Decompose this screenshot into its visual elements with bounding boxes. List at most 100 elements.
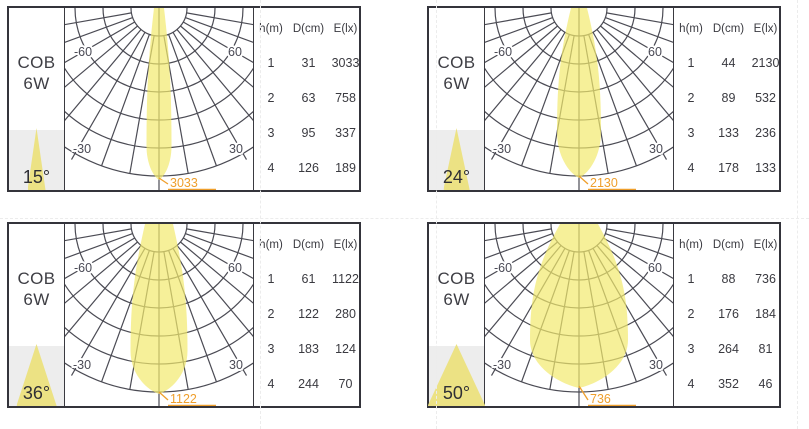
cell-e: 1122 <box>332 272 359 286</box>
svg-text:-60: -60 <box>74 261 92 275</box>
col-header-height: h(m) <box>679 239 703 251</box>
svg-text:60: 60 <box>648 45 662 59</box>
product-cell: COB 6W 50° <box>427 224 486 406</box>
col-header-diameter: D(cm) <box>292 239 325 251</box>
cell-d: 88 <box>721 272 736 286</box>
svg-text:30: 30 <box>649 358 663 372</box>
cell-h: 1 <box>687 56 695 70</box>
product-cell: COB 6W 36° <box>9 224 65 406</box>
cell-h: 2 <box>687 307 695 321</box>
product-name: COB 6W <box>429 268 484 310</box>
cell-d: 133 <box>718 126 739 140</box>
beam-cone-box: 15° <box>9 128 64 190</box>
svg-text:30: 30 <box>649 142 663 156</box>
cell-d: 95 <box>301 126 316 140</box>
product-name: COB 6W <box>9 52 64 94</box>
cell-e: 2130 <box>751 56 780 70</box>
col-header-height: h(m) <box>259 239 283 251</box>
cell-h: 2 <box>267 307 275 321</box>
col-header-lux: E(lx) <box>753 239 778 251</box>
product-line1: COB <box>437 269 476 288</box>
table-row: 1 61 1122 <box>254 272 362 286</box>
product-line2: 6W <box>443 290 470 309</box>
cell-d: 183 <box>298 342 319 356</box>
layout-guide-vertical <box>797 0 798 429</box>
product-cell: COB 6W 24° <box>429 8 485 190</box>
beam-angle-label: 50° <box>442 383 471 403</box>
table-row: 1 44 2130 <box>674 56 782 70</box>
polar-chart-cell: -60 60 -30 30 3033 <box>65 8 254 190</box>
table-row: 4 126 189 <box>254 161 362 175</box>
svg-text:30: 30 <box>229 358 243 372</box>
polar-distribution-chart: -60 60 -30 30 1122 <box>65 224 253 406</box>
product-name: COB 6W <box>429 52 484 94</box>
svg-text:30: 30 <box>229 142 243 156</box>
col-header-lux: E(lx) <box>333 239 358 251</box>
table-row: 2 122 280 <box>254 307 362 321</box>
beam-angle-label: 36° <box>22 383 51 403</box>
col-header-lux: E(lx) <box>333 23 358 35</box>
cell-e: 70 <box>338 377 353 391</box>
polar-chart-cell: -60 60 -30 30 2130 <box>485 8 674 190</box>
cell-e: 3033 <box>331 56 360 70</box>
product-line2: 6W <box>443 74 470 93</box>
table-row: 4 178 133 <box>674 161 782 175</box>
cell-h: 2 <box>687 91 695 105</box>
polar-distribution-chart: -60 60 -30 30 736 <box>485 224 673 406</box>
cell-d: 31 <box>301 56 316 70</box>
cell-h: 4 <box>267 161 275 175</box>
table-row: 3 264 81 <box>674 342 782 356</box>
svg-text:-60: -60 <box>74 45 92 59</box>
product-line2: 6W <box>23 290 50 309</box>
col-header-height: h(m) <box>259 23 283 35</box>
photometry-panel-24: COB 6W 24° -60 60 -30 30 2130 h(m) D(cm) E(l… <box>427 6 781 192</box>
cell-e: 337 <box>335 126 356 140</box>
col-header-diameter: D(cm) <box>292 23 325 35</box>
cell-e: 532 <box>755 91 776 105</box>
cell-e: 46 <box>758 377 773 391</box>
product-line1: COB <box>437 53 476 72</box>
col-header-diameter: D(cm) <box>712 239 745 251</box>
cell-e: 236 <box>755 126 776 140</box>
cell-h: 3 <box>267 342 275 356</box>
col-header-height: h(m) <box>679 23 703 35</box>
cell-h: 4 <box>687 377 695 391</box>
cell-d: 264 <box>718 342 739 356</box>
table-header-row: h(m) D(cm) E(lx) <box>254 224 362 251</box>
illuminance-table: h(m) D(cm) E(lx) 1 31 3033 2 63 758 3 95… <box>254 8 362 190</box>
cell-h: 3 <box>687 126 695 140</box>
cell-e: 736 <box>755 272 776 286</box>
svg-text:3033: 3033 <box>170 176 198 190</box>
cell-h: 3 <box>267 126 275 140</box>
cell-h: 1 <box>687 272 695 286</box>
svg-text:60: 60 <box>228 45 242 59</box>
cell-d: 89 <box>721 91 736 105</box>
table-header-row: h(m) D(cm) E(lx) <box>674 8 782 35</box>
polar-distribution-chart: -60 60 -30 30 3033 <box>65 8 253 190</box>
svg-text:736: 736 <box>590 392 611 406</box>
cell-d: 178 <box>718 161 739 175</box>
col-header-lux: E(lx) <box>753 23 778 35</box>
cell-h: 1 <box>267 56 275 70</box>
table-row: 2 176 184 <box>674 307 782 321</box>
table-row: 3 133 236 <box>674 126 782 140</box>
svg-text:-30: -30 <box>73 358 91 372</box>
svg-text:-30: -30 <box>73 142 91 156</box>
table-row: 1 31 3033 <box>254 56 362 70</box>
cell-h: 4 <box>267 377 275 391</box>
illuminance-table: h(m) D(cm) E(lx) 1 61 1122 2 122 280 3 1… <box>254 224 362 406</box>
col-header-diameter: D(cm) <box>712 23 745 35</box>
product-cell: COB 6W 15° <box>9 8 65 190</box>
svg-text:-60: -60 <box>494 45 512 59</box>
beam-angle-label: 15° <box>22 167 51 187</box>
cell-e: 758 <box>335 91 356 105</box>
polar-chart-cell: -60 60 -30 30 736 <box>485 224 674 406</box>
cell-h: 3 <box>687 342 695 356</box>
cell-d: 44 <box>721 56 736 70</box>
table-row: 2 89 532 <box>674 91 782 105</box>
table-row: 4 244 70 <box>254 377 362 391</box>
product-line1: COB <box>17 53 56 72</box>
svg-text:-60: -60 <box>494 261 512 275</box>
cell-d: 126 <box>298 161 319 175</box>
table-header-row: h(m) D(cm) E(lx) <box>254 8 362 35</box>
